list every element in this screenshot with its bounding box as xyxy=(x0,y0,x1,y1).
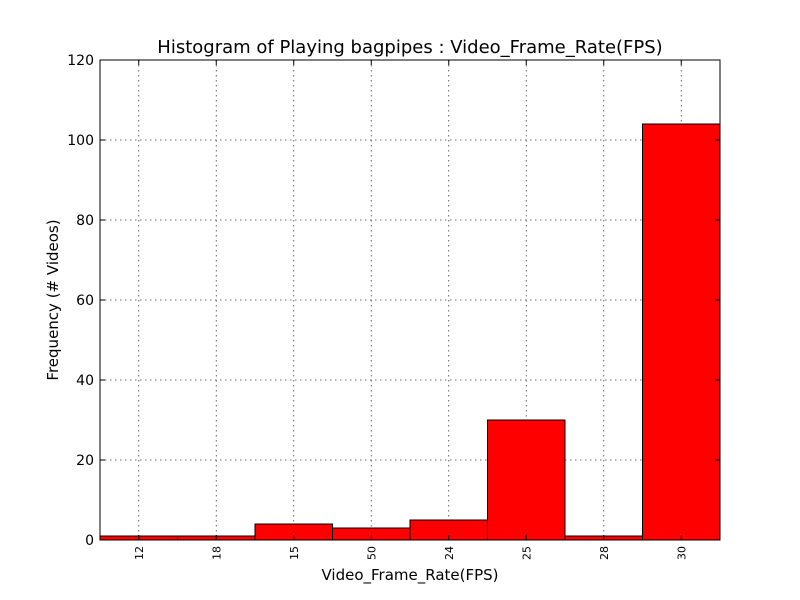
bar-25 xyxy=(487,419,566,541)
x-tick-label: 15 xyxy=(288,546,301,560)
plot-frame xyxy=(99,59,721,541)
y-tick-label: 120 xyxy=(67,53,94,69)
x-tick-label: 50 xyxy=(365,546,378,560)
tick-labels: 0 20 40 60 80 100 120 12 18 15 50 24 25 28 30 xyxy=(67,53,688,560)
x-tick-label: 28 xyxy=(598,546,611,560)
y-axis-label: Frequency (# Videos) xyxy=(44,219,62,380)
x-tick-label: 25 xyxy=(520,546,533,560)
y-tick-label: 40 xyxy=(76,373,94,389)
y-tick-label: 80 xyxy=(76,213,94,229)
bars xyxy=(99,123,721,541)
y-tick-label: 60 xyxy=(76,293,94,309)
y-tick-label: 100 xyxy=(67,133,94,149)
chart-title: Histogram of Playing bagpipes : Video_Fr… xyxy=(157,37,662,58)
y-tick-label: 0 xyxy=(85,533,94,549)
x-tick-label: 30 xyxy=(675,546,688,560)
grid xyxy=(100,60,720,540)
y-tick-label: 20 xyxy=(76,453,94,469)
x-tick-label: 18 xyxy=(210,546,223,560)
bar-30 xyxy=(642,123,721,541)
x-axis-label: Video_Frame_Rate(FPS) xyxy=(321,566,498,585)
x-tick-label: 12 xyxy=(133,546,146,560)
x-tick-label: 24 xyxy=(443,546,456,560)
